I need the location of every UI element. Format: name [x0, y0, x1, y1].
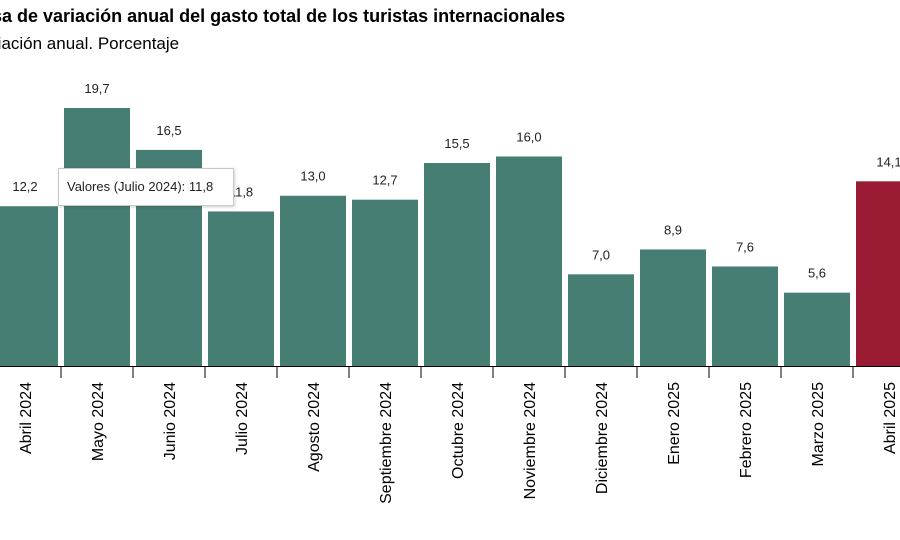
x-tick-label: Abril 2024: [18, 382, 35, 454]
bar: [208, 211, 274, 366]
x-tick-label: Julio 2024: [234, 382, 251, 455]
bar: [856, 181, 900, 366]
data-label: 12,2: [12, 179, 37, 194]
bar: [496, 156, 562, 366]
bar: [712, 266, 778, 366]
x-tick-label: Octubre 2024: [450, 382, 467, 479]
bar: [0, 206, 58, 366]
data-label: 16,0: [516, 129, 541, 144]
x-tick-label: Noviembre 2024: [522, 382, 539, 500]
x-tick-label: Marzo 2025: [810, 382, 827, 467]
bar: [64, 108, 130, 366]
data-label: 13,0: [300, 169, 325, 184]
x-tick-label: Abril 2025: [882, 382, 899, 454]
bar: [784, 292, 850, 366]
data-label: 7,0: [592, 247, 610, 262]
value-tooltip: Valores (Julio 2024): 11,8: [58, 168, 234, 206]
data-label: 7,6: [736, 239, 754, 254]
data-label: 12,7: [372, 173, 397, 188]
data-label: 19,7: [84, 81, 109, 96]
x-tick-label: Febrero 2025: [738, 382, 755, 478]
data-label: 15,5: [444, 136, 469, 151]
x-tick-label: Septiembre 2024: [378, 382, 395, 504]
x-tick-label: Junio 2024: [162, 382, 179, 460]
x-tick-label: Mayo 2024: [90, 382, 107, 461]
data-label: 8,9: [664, 222, 682, 237]
bar: [352, 199, 418, 366]
x-tick-label: Diciembre 2024: [594, 382, 611, 494]
chart-subtitle: riación anual. Porcentaje: [0, 34, 180, 53]
bar: [568, 274, 634, 366]
bar: [280, 195, 346, 366]
chart-title: sa de variación anual del gasto total de…: [0, 6, 566, 26]
data-label: 11,8: [229, 184, 253, 199]
bar: [424, 163, 490, 366]
data-label: 5,6: [808, 266, 826, 281]
data-label: 16,5: [156, 123, 181, 138]
data-label: 14,1: [876, 154, 900, 169]
bar: [640, 249, 706, 366]
x-tick-label: Agosto 2024: [306, 382, 323, 472]
x-tick-label: Enero 2025: [666, 382, 683, 465]
